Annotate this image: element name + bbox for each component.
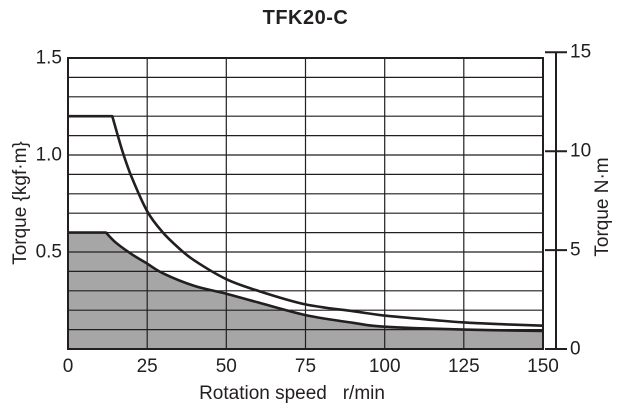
left-tick-label: 1.0 [35,144,62,166]
right-tick-label: 5 [570,239,581,261]
x-tick-label: 0 [62,356,74,377]
right-tick-label: 10 [570,140,592,162]
filled-region [68,232,543,349]
left-tick-label: 0.5 [35,241,62,263]
right-y-axis-title: Torque N·m [592,157,613,257]
x-tick-label: 125 [447,356,480,377]
upper-torque-curve [68,114,544,327]
x-tick-label: 25 [136,356,158,377]
left-tick-label: 1.5 [35,47,62,69]
right-tick-label: 0 [570,338,581,360]
left-y-axis-title: Torque {kgf·m} [10,141,31,265]
plot-border [67,57,544,350]
x-tick-label: 50 [215,356,237,377]
right-tick-label: 15 [570,41,592,63]
x-axis-title: Rotation speed r/min [199,383,385,404]
x-tick-label: 150 [527,356,559,377]
x-tick-label: 75 [294,356,317,377]
lower-torque-curve-filled [68,231,544,333]
chart-title: TFK20-C [262,7,349,29]
x-tick-label: 100 [368,356,401,377]
